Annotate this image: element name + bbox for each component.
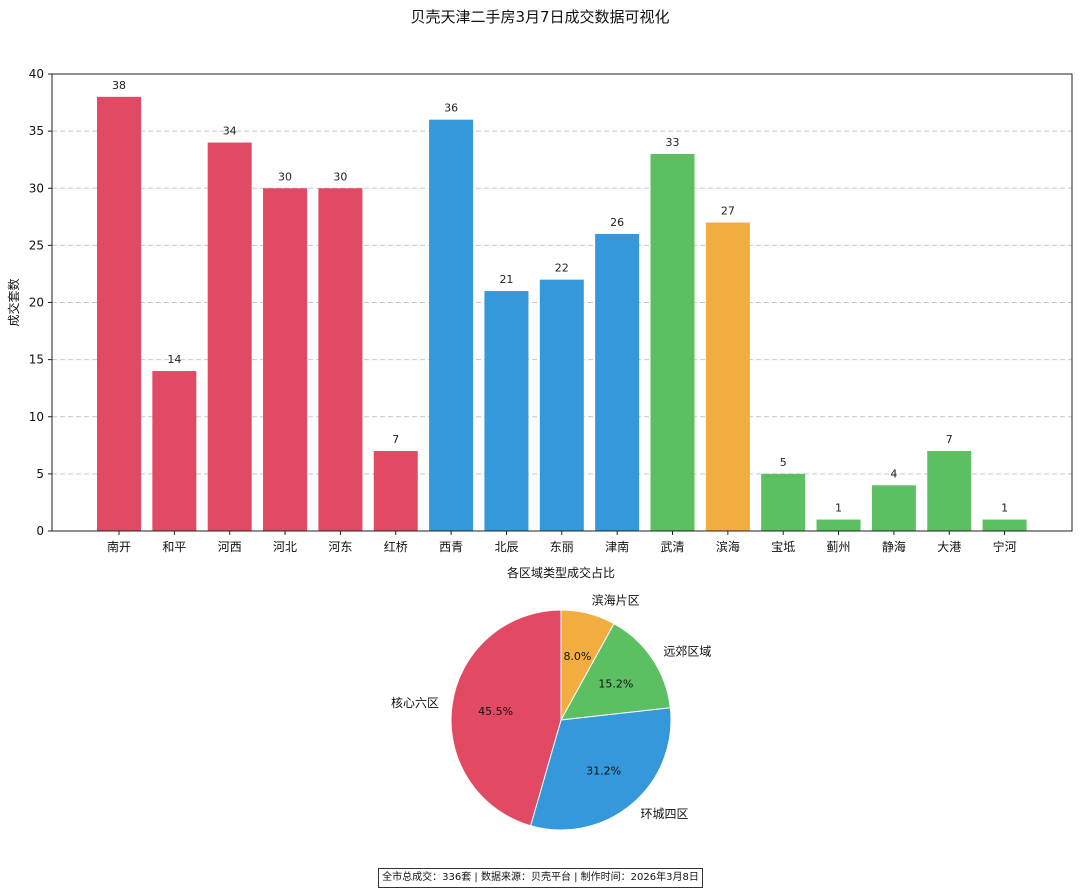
pie-chart-slices: [450, 609, 672, 831]
y-tick-label: 35: [29, 124, 44, 138]
y-tick-label: 20: [29, 296, 44, 310]
bar-value-label: 33: [666, 136, 680, 149]
bar-value-label: 4: [890, 467, 897, 480]
bar-value-label: 30: [278, 170, 292, 183]
bar-chart-title: 贝壳天津二手房3月7日成交数据可视化: [410, 8, 669, 26]
x-tick-label: 北辰: [494, 540, 518, 554]
bar: [871, 485, 916, 531]
x-tick-label: 河东: [328, 540, 352, 554]
bar-value-label: 7: [392, 433, 399, 446]
bar-value-label: 30: [333, 170, 347, 183]
pie-slice-label: 核心六区: [391, 696, 439, 710]
pie-slice: [529, 707, 672, 831]
y-tick-label: 15: [29, 353, 44, 367]
x-tick-label: 静海: [882, 539, 906, 554]
bar: [373, 451, 418, 531]
bar: [927, 451, 972, 531]
pie-percent-label: 8.0%: [563, 650, 591, 663]
y-tick-label: 25: [29, 238, 44, 252]
pie-percent-label: 45.5%: [478, 705, 513, 718]
bar-chart-y-axis-label: 成交套数: [6, 278, 21, 326]
bar: [484, 291, 529, 531]
bar-value-label: 7: [946, 433, 953, 446]
footer-summary: 全市总成交：336套 | 数据来源：贝壳平台 | 制作时间：2026年3月8日: [378, 868, 703, 888]
bar-value-label: 34: [223, 125, 237, 138]
bar: [429, 119, 474, 531]
bar-value-label: 5: [780, 456, 787, 469]
bar: [152, 371, 197, 531]
bar-value-label: 27: [721, 205, 735, 218]
x-tick-label: 红桥: [384, 539, 408, 554]
pie-slice-label: 滨海片区: [592, 593, 640, 608]
x-tick-label: 武清: [660, 540, 684, 554]
pie-chart-labels: 8.0% 滨海片区 15.2% 远郊区域 31.2% 环城四区 45.5% 核心六区: [391, 593, 711, 821]
bar-value-label: 14: [167, 353, 181, 366]
x-tick-label: 和平: [162, 540, 186, 554]
pie-percent-label: 31.2%: [586, 764, 621, 777]
pie-percent-label: 15.2%: [598, 677, 633, 690]
x-tick-label: 宁河: [993, 539, 1017, 554]
bar: [263, 188, 308, 531]
bar-value-label: 26: [610, 216, 624, 229]
y-tick-label: 5: [36, 467, 44, 481]
pie-chart-title: 各区域类型成交占比: [507, 565, 615, 580]
x-tick-label: 河北: [273, 540, 297, 554]
x-tick-label: 宝坻: [771, 539, 795, 554]
bar-chart-bars: [97, 96, 1027, 532]
bar: [705, 222, 750, 531]
bar: [595, 233, 640, 531]
y-tick-label: 40: [29, 67, 44, 81]
bar-value-label: 38: [112, 79, 126, 92]
x-tick-label: 津南: [605, 539, 629, 554]
bar-chart-y-ticks: 0 5 10 15 20 25 30 35 40: [29, 67, 52, 538]
pie-slice-label: 远郊区域: [663, 644, 711, 658]
bar: [982, 519, 1027, 531]
x-tick-label: 东丽: [550, 540, 574, 554]
bar: [816, 519, 861, 531]
y-tick-label: 10: [29, 410, 44, 424]
bar: [207, 142, 252, 532]
bar-value-label: 1: [835, 502, 842, 515]
bar: [761, 473, 806, 531]
x-tick-label: 滨海: [716, 539, 740, 554]
bar-value-label: 1: [1001, 502, 1008, 515]
x-tick-label: 河西: [218, 540, 242, 554]
bar: [539, 279, 584, 531]
y-tick-label: 0: [36, 524, 44, 538]
x-tick-label: 西青: [439, 540, 463, 554]
pie-slice-label: 环城四区: [640, 807, 688, 821]
x-tick-label: 南开: [107, 539, 131, 554]
y-tick-label: 30: [29, 181, 44, 195]
pie-slice: [450, 609, 562, 827]
x-tick-label: 大港: [937, 540, 961, 554]
x-tick-label: 蓟州: [827, 540, 851, 554]
bar: [318, 188, 363, 531]
bar-value-label: 22: [555, 262, 569, 275]
bar-value-label: 21: [499, 273, 513, 286]
bar-value-label: 36: [444, 102, 458, 115]
pie-slice: [560, 622, 671, 721]
bar: [97, 96, 141, 531]
bar: [650, 153, 695, 531]
bar-chart-x-ticks: 南开 和平 河西 河北 河东 红桥 西青 北辰 东丽 津南 武清 滨海 宝坻 蓟州 静海 大港 宁河: [107, 531, 1017, 554]
